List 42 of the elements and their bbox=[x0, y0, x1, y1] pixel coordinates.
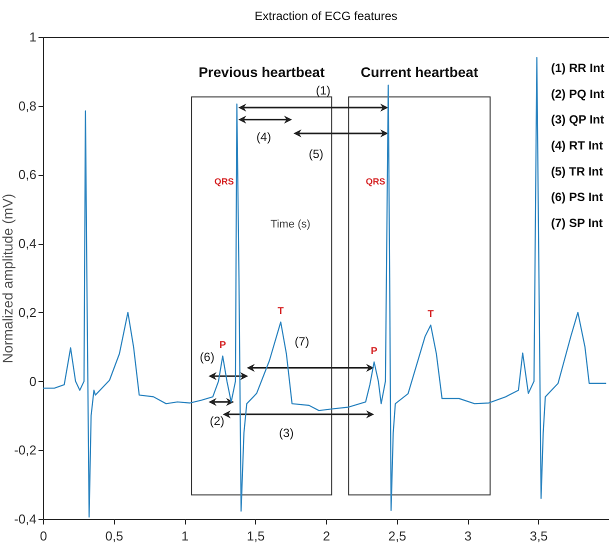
annotation: (1) RR Int bbox=[550, 60, 604, 75]
annotation: (3) bbox=[279, 426, 294, 440]
x-tick-label: 0 bbox=[40, 528, 48, 544]
annotation: P bbox=[370, 346, 378, 358]
y-tick-label: 0 bbox=[29, 374, 36, 389]
annotation: T bbox=[428, 309, 434, 320]
annotation: (2) PQ Int bbox=[550, 86, 604, 101]
annotation: Current heartbeat bbox=[360, 64, 478, 80]
y-tick-label: 0,4 bbox=[18, 236, 36, 252]
annotation: (7) bbox=[294, 334, 310, 349]
x-tick-label: 1,5 bbox=[246, 528, 265, 544]
x-axis-title: Time (s) bbox=[270, 218, 310, 230]
annotation: (4) bbox=[256, 130, 272, 144]
annotation: QRS bbox=[366, 176, 386, 187]
x-tick-label: 2 bbox=[322, 528, 330, 544]
x-tick-label: 0,5 bbox=[105, 528, 124, 544]
y-tick-label: 0,2 bbox=[18, 304, 36, 320]
chart-title: Extraction of ECG features bbox=[254, 9, 398, 23]
annotation: (5) TR Int bbox=[550, 164, 603, 178]
annotation: (1) bbox=[316, 83, 331, 98]
annotation: (6) bbox=[200, 350, 214, 364]
y-tick-label: -0,2 bbox=[14, 442, 36, 458]
y-tick-label: 1 bbox=[29, 30, 36, 44]
annotation: (3) QP Int bbox=[550, 112, 604, 127]
annotation: QRS bbox=[214, 176, 234, 187]
annotation: (5) bbox=[308, 147, 324, 162]
y-tick-label: -0,4 bbox=[14, 512, 36, 526]
annotation: (7) SP Int bbox=[550, 216, 603, 230]
y-axis-title: Normalized amplitude (mV) bbox=[0, 194, 16, 364]
line-series bbox=[42, 57, 607, 518]
x-tick-label: 1 bbox=[181, 528, 189, 544]
y-tick-label: 0,8 bbox=[18, 98, 36, 114]
x-tick-label: 2,5 bbox=[388, 528, 406, 544]
annotation: P bbox=[219, 340, 226, 352]
annotation: T bbox=[278, 306, 284, 318]
annotation: (2) bbox=[210, 414, 224, 428]
y-tick-label: 0,6 bbox=[18, 167, 36, 182]
x-tick-label: 3,5 bbox=[530, 528, 548, 544]
annotation: (4) RT Int bbox=[550, 138, 603, 152]
x-tick-label: 3 bbox=[464, 528, 472, 544]
annotation: Previous heartbeat bbox=[198, 64, 325, 80]
annotation: (6) PS Int bbox=[550, 190, 603, 204]
